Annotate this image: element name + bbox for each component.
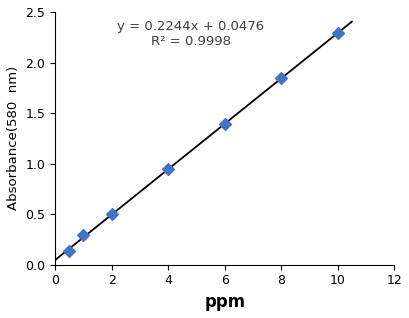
Point <box>108 212 115 217</box>
Point <box>221 122 228 127</box>
Point <box>80 233 87 238</box>
Point <box>278 75 285 80</box>
Point <box>165 166 171 171</box>
Text: y = 0.2244x + 0.0476
R² = 0.9998: y = 0.2244x + 0.0476 R² = 0.9998 <box>117 20 264 48</box>
X-axis label: ppm: ppm <box>204 293 245 311</box>
Point <box>335 31 341 36</box>
Point <box>66 248 73 253</box>
Y-axis label: Absorbance(580  nm): Absorbance(580 nm) <box>7 66 20 211</box>
